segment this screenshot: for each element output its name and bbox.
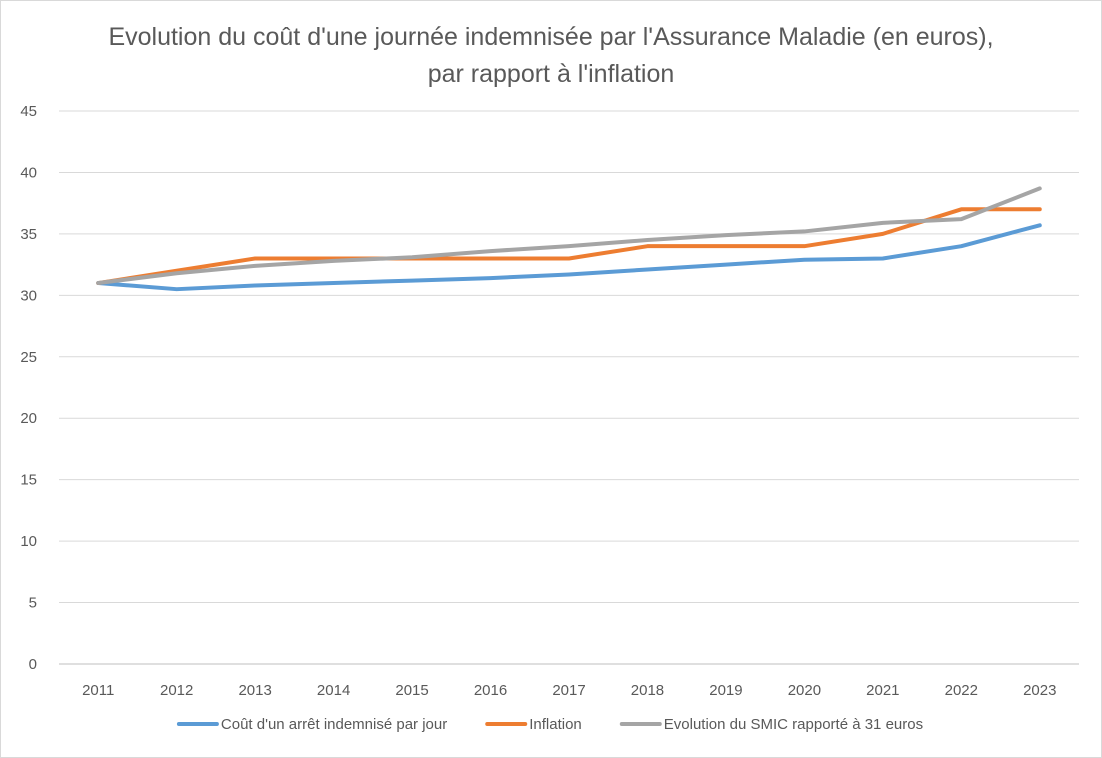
legend-label: Coût d'un arrêt indemnisé par jour (221, 716, 447, 733)
legend-label: Inflation (529, 716, 582, 733)
x-tick-label: 2019 (709, 682, 742, 699)
x-tick-label: 2021 (866, 682, 899, 699)
x-tick-label: 2020 (788, 682, 821, 699)
x-tick-label: 2015 (395, 682, 428, 699)
x-tick-label: 2017 (552, 682, 585, 699)
chart-title: Evolution du coût d'une journée indemnis… (108, 23, 994, 88)
y-tick-label: 0 (29, 656, 37, 673)
x-tick-label: 2016 (474, 682, 507, 699)
gridlines (59, 110, 1079, 665)
y-tick-label: 5 (29, 595, 37, 612)
legend-label: Evolution du SMIC rapporté à 31 euros (664, 716, 923, 733)
y-tick-label: 25 (20, 349, 37, 366)
x-tick-label: 2013 (238, 682, 271, 699)
series-line-3 (96, 186, 1042, 286)
x-tick-label: 2018 (631, 682, 664, 699)
y-tick-label: 45 (20, 103, 37, 120)
y-tick-label: 35 (20, 226, 37, 243)
y-axis-tick-labels: 0 5 10 15 20 25 30 35 40 45 (20, 103, 37, 673)
series-lines (96, 186, 1042, 292)
x-axis-tick-labels: 2011 2012 2013 2014 2015 2016 2017 2018 2019 2020… (82, 682, 1056, 699)
x-tick-label: 2012 (160, 682, 193, 699)
legend-item: Evolution du SMIC rapporté à 31 euros (619, 716, 923, 733)
x-tick-label: 2014 (317, 682, 350, 699)
y-tick-label: 10 (20, 533, 37, 550)
y-tick-label: 15 (20, 472, 37, 489)
y-tick-label: 30 (20, 287, 37, 304)
x-tick-label: 2022 (945, 682, 978, 699)
x-tick-label: 2023 (1023, 682, 1056, 699)
x-tick-label: 2011 (82, 682, 114, 699)
legend-item: Coût d'un arrêt indemnisé par jour (176, 716, 447, 733)
series-line-1 (96, 223, 1042, 292)
legend: Coût d'un arrêt indemnisé par jour Inflat… (176, 716, 923, 733)
legend-item: Inflation (485, 716, 582, 733)
y-tick-label: 20 (20, 410, 37, 427)
series-line-2 (96, 207, 1042, 286)
y-tick-label: 40 (20, 164, 37, 181)
